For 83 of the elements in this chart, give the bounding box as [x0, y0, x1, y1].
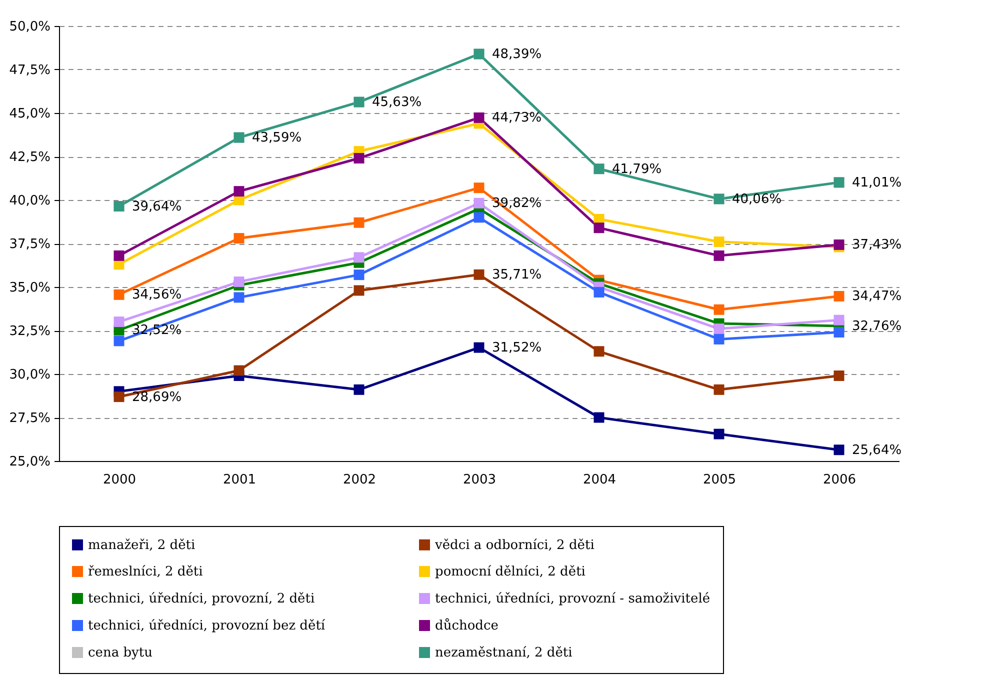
y-tick-label: 40,0%	[9, 194, 50, 208]
data-label: 25,64%	[852, 442, 902, 458]
y-tick-label: 35,0%	[9, 280, 50, 296]
point	[354, 217, 364, 228]
y-tick-label: 50,0%	[9, 20, 50, 34]
point	[714, 428, 724, 440]
y-tick-label: 42,5%	[9, 150, 50, 165]
point	[234, 292, 244, 303]
data-label: 34,56%	[132, 288, 182, 303]
x-tick-label: 2003	[462, 472, 496, 488]
point	[834, 314, 844, 326]
data-label: 28,69%	[132, 390, 182, 405]
data-label: 34,47%	[852, 289, 902, 304]
y-tick-label: 47,5%	[9, 63, 50, 78]
y-tick-label: 30,0%	[9, 368, 50, 382]
point	[594, 286, 604, 298]
data-label: 35,71%	[492, 268, 542, 283]
data-label: 43,59%	[252, 130, 302, 146]
point	[114, 316, 124, 328]
point	[834, 290, 844, 302]
point	[474, 198, 484, 208]
y-tick-label: 27,5%	[9, 411, 50, 426]
point	[354, 252, 364, 263]
y-tick-label: 25,0%	[9, 454, 50, 470]
point	[594, 222, 604, 234]
legend-label: pomocní dělníci, 2 děti	[435, 564, 586, 580]
x-tick-label: 2002	[342, 472, 376, 488]
x-tick-label: 2000	[102, 472, 136, 488]
legend-label: technici, úředníci, provozní, 2 děti	[88, 592, 315, 606]
data-label: 44,73%	[492, 110, 542, 126]
legend-label: důchodce	[435, 618, 499, 634]
point	[474, 182, 484, 194]
point	[714, 324, 724, 334]
data-label: 37,43%	[852, 238, 902, 253]
legend-label: nezaměstnaní, 2 děti	[435, 646, 572, 660]
point	[714, 384, 724, 395]
legend-label: technici, úředníci, provozní - samoživitelé	[435, 592, 710, 606]
y-tick-label: 37,5%	[9, 237, 50, 252]
legend-label: manažeři, 2 děti	[88, 538, 196, 553]
point	[354, 384, 364, 395]
point	[594, 346, 604, 357]
y-tick-label: 45,0%	[9, 106, 50, 122]
point	[114, 250, 124, 261]
point	[234, 186, 244, 197]
legend-label: cena bytu	[88, 646, 152, 660]
point	[594, 412, 604, 423]
point	[234, 276, 244, 288]
point	[234, 365, 244, 376]
point	[834, 239, 844, 250]
data-label: 41,01%	[852, 175, 902, 190]
point	[834, 444, 844, 456]
data-label: 48,39%	[492, 47, 542, 62]
point	[354, 285, 364, 296]
point	[834, 370, 844, 381]
point	[234, 233, 244, 244]
point	[354, 270, 364, 280]
point	[114, 289, 124, 300]
legend-label: vědci a odborníci, 2 děti	[434, 538, 594, 553]
point	[114, 336, 124, 346]
y-tick-label: 32,5%	[9, 324, 50, 339]
x-tick-label: 2001	[222, 472, 256, 488]
point	[714, 334, 724, 344]
point	[834, 326, 844, 338]
x-tick-label: 2005	[702, 472, 736, 488]
data-label: 41,79%	[612, 162, 662, 177]
point	[354, 152, 364, 164]
data-label: 32,76%	[852, 318, 902, 334]
point	[474, 342, 484, 353]
data-label: 40,06%	[732, 192, 782, 207]
data-label: 31,52%	[492, 340, 542, 356]
data-label: 39,64%	[132, 199, 182, 214]
data-label: 45,63%	[372, 95, 422, 110]
point	[714, 304, 724, 315]
legend-label: technici, úředníci, provozní bez dětí	[88, 618, 326, 634]
point	[714, 250, 724, 261]
point	[474, 269, 484, 280]
point	[474, 212, 484, 223]
legend-label: řemeslníci, 2 děti	[88, 564, 203, 580]
point	[114, 392, 124, 402]
x-tick-label: 2006	[822, 472, 856, 488]
point	[714, 236, 724, 248]
x-tick-label: 2004	[582, 472, 616, 488]
point	[474, 112, 484, 123]
